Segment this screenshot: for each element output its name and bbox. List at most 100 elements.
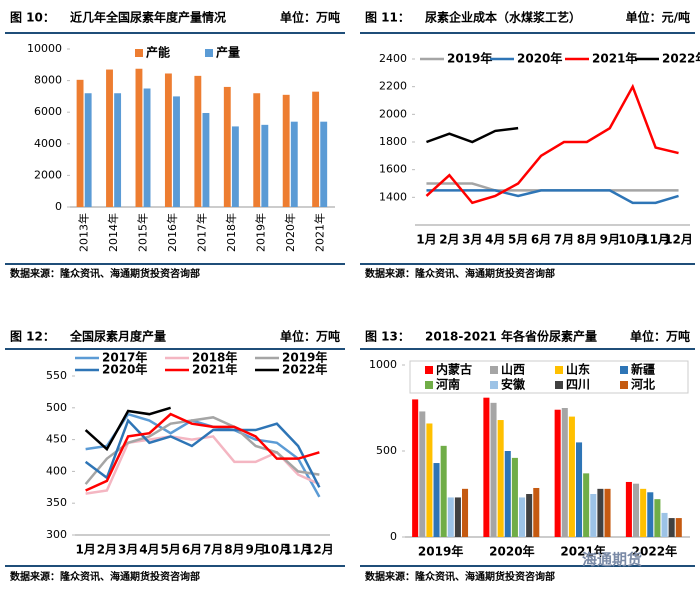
bar <box>454 497 461 537</box>
legend-swatch <box>490 366 498 374</box>
x-tick-label: 2019年 <box>253 213 267 252</box>
legend-label: 内蒙古 <box>436 362 472 377</box>
legend-label: 河南 <box>435 377 460 392</box>
x-tick-label: 2022年 <box>632 544 677 559</box>
bar <box>223 86 231 207</box>
figure-number: 图 11： <box>365 11 410 25</box>
bar <box>526 494 533 537</box>
bar <box>320 121 328 207</box>
figure-number: 图 13： <box>365 330 410 344</box>
bar <box>231 126 239 207</box>
bar <box>173 96 180 207</box>
x-tick-label: 2020年 <box>489 544 534 559</box>
y-tick-label: 500 <box>46 401 67 414</box>
y-tick-label: 0 <box>390 530 397 543</box>
bar <box>194 75 202 207</box>
bar <box>633 483 640 537</box>
bar <box>490 402 497 537</box>
y-tick-label: 1800 <box>379 135 407 148</box>
bar <box>261 124 269 207</box>
x-tick-label: 2013年 <box>77 213 91 252</box>
x-tick-label: 2014年 <box>106 213 120 252</box>
bar <box>419 411 426 537</box>
legend-label: 山东 <box>566 362 590 377</box>
y-tick-label: 2000 <box>379 107 407 120</box>
figure-number: 图 12： <box>10 330 55 344</box>
x-tick-label: 4月 <box>139 543 159 557</box>
unit-label: 单位：万吨 <box>280 10 340 25</box>
bar <box>483 397 490 537</box>
chart-title: 尿素企业成本（水煤浆工艺） <box>425 10 581 25</box>
legend-label: 2021年 <box>592 51 637 66</box>
bar <box>76 79 84 207</box>
x-tick-label: 5月 <box>508 233 528 247</box>
bar <box>135 68 143 207</box>
x-tick-label: 1月 <box>416 233 436 247</box>
y-tick-label: 10000 <box>27 42 62 55</box>
bar <box>654 499 661 537</box>
legend-label: 四川 <box>566 378 590 392</box>
legend-swatch <box>205 49 213 57</box>
bar <box>604 488 611 537</box>
legend-swatch <box>425 366 433 374</box>
legend-swatch <box>425 381 433 389</box>
x-tick-label: 4月 <box>485 233 505 247</box>
bar <box>533 487 540 537</box>
bar <box>661 512 668 537</box>
x-tick-label: 6月 <box>182 543 202 557</box>
x-tick-label: 2月 <box>97 543 117 557</box>
chart-title: 2018-2021 年各省份尿素产量 <box>425 329 597 344</box>
chart-title: 全国尿素月度产量 <box>69 329 166 344</box>
bar <box>462 488 469 537</box>
bar <box>647 492 654 537</box>
y-tick-label: 1600 <box>379 163 407 176</box>
x-tick-label: 6月 <box>531 233 551 247</box>
legend-swatch <box>490 381 498 389</box>
line-series <box>425 83 679 205</box>
y-tick-label: 2200 <box>379 80 407 93</box>
x-tick-label: 2021年 <box>560 544 605 559</box>
source-note: 数据来源：隆众资讯、海通期货投资咨询部 <box>10 570 200 583</box>
y-tick-label: 550 <box>46 369 67 382</box>
bar <box>675 518 682 537</box>
x-tick-label: 7月 <box>203 543 223 557</box>
bar <box>511 457 518 537</box>
bar <box>568 416 575 537</box>
legend-label: 产能 <box>146 45 170 60</box>
x-tick-label: 2016年 <box>165 213 179 252</box>
line-series <box>84 418 321 488</box>
bar <box>640 488 647 537</box>
x-tick-label: 2018年 <box>224 213 238 252</box>
x-tick-label: 10月 <box>263 543 292 557</box>
source-note: 数据来源：隆众资讯、海通期货投资咨询部 <box>365 570 555 583</box>
chart-title: 近几年全国尿素年度产量情况 <box>70 10 226 25</box>
bar <box>290 121 298 207</box>
x-tick-label: 1月 <box>75 543 95 557</box>
x-tick-label: 2017年 <box>195 213 209 252</box>
x-tick-label: 2019年 <box>418 544 463 559</box>
bar <box>519 497 526 537</box>
y-tick-label: 400 <box>46 464 67 477</box>
bar <box>576 442 583 537</box>
bar <box>433 463 440 537</box>
y-tick-label: 4000 <box>34 137 62 150</box>
legend-swatch <box>620 381 628 389</box>
legend-label: 山西 <box>501 362 525 377</box>
bar <box>426 423 433 537</box>
x-tick-label: 2015年 <box>136 213 150 252</box>
legend-swatch <box>555 366 563 374</box>
legend-label: 2020年 <box>517 51 562 66</box>
line-series <box>426 189 679 205</box>
bar <box>447 497 454 537</box>
x-tick-label: 8月 <box>577 233 597 247</box>
x-tick-label: 9月 <box>245 543 265 557</box>
legend-label: 产量 <box>216 45 240 60</box>
legend-label: 河北 <box>630 377 655 392</box>
x-tick-label: 2021年 <box>312 213 326 252</box>
watermark: 海通期货 <box>582 551 642 569</box>
legend-label: 2020年 <box>102 362 147 377</box>
bar <box>282 94 290 207</box>
y-tick-label: 500 <box>376 444 397 457</box>
x-tick-label: 7月 <box>554 233 574 247</box>
